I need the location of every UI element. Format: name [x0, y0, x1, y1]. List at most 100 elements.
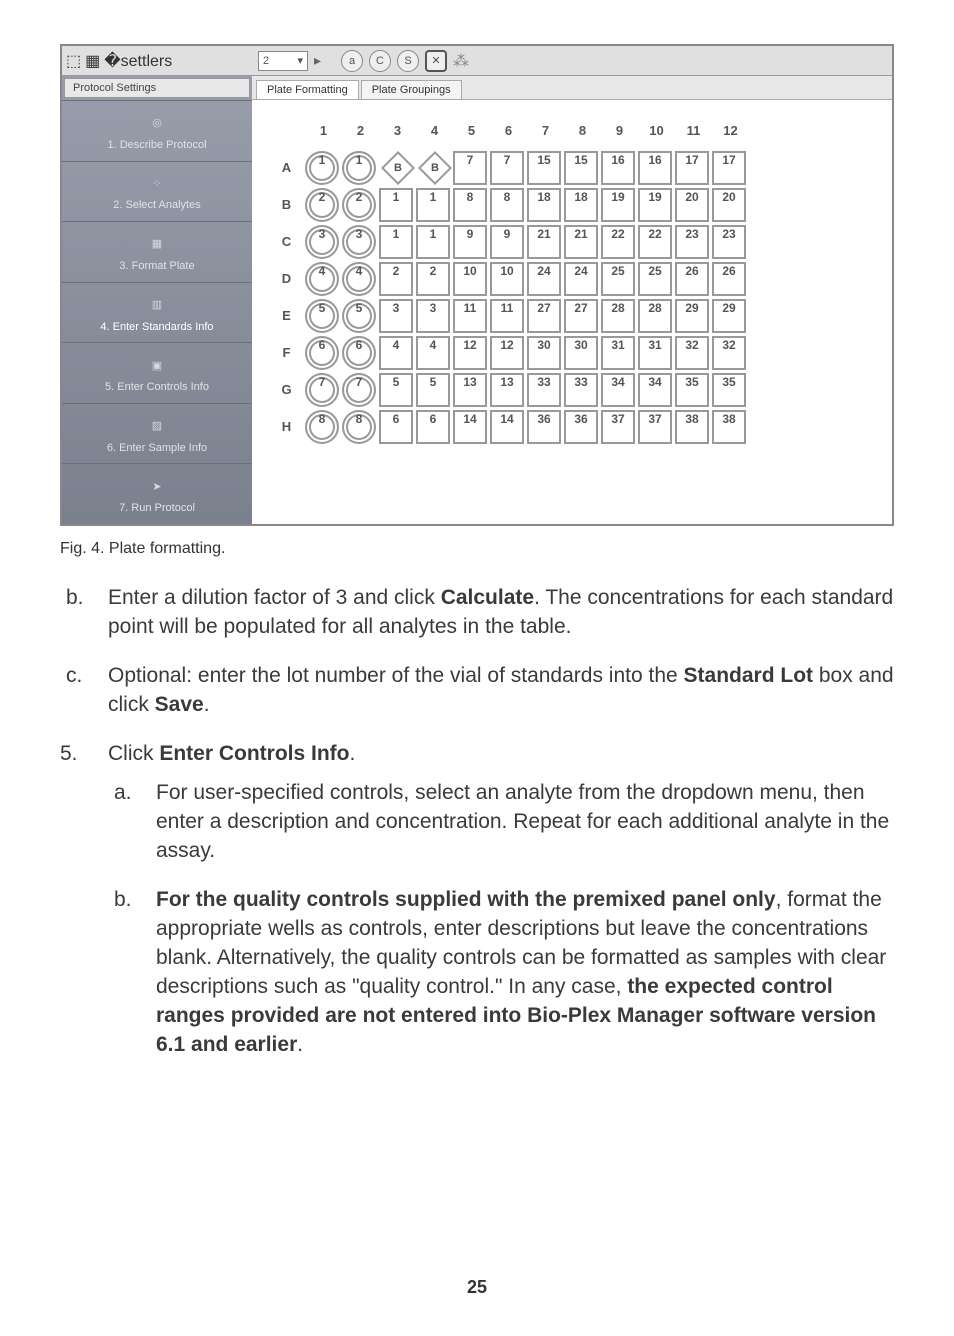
well-control[interactable]: 2	[379, 262, 413, 296]
well-standard[interactable]: 8	[305, 410, 339, 444]
well-standard[interactable]: 5	[305, 299, 339, 333]
well-sample[interactable]: 15	[564, 151, 598, 185]
wizard-step[interactable]: ▦3. Format Plate	[62, 221, 252, 282]
well-sample[interactable]: 31	[601, 336, 635, 370]
well-sample[interactable]: 12	[453, 336, 487, 370]
well-sample[interactable]: 19	[601, 188, 635, 222]
well-sample[interactable]: 36	[564, 410, 598, 444]
well-sample[interactable]: 30	[527, 336, 561, 370]
plate-tab[interactable]: Plate Formatting	[256, 80, 359, 99]
well-standard[interactable]: 8	[342, 410, 376, 444]
well-sample[interactable]: 17	[675, 151, 709, 185]
well-standard[interactable]: 5	[342, 299, 376, 333]
well-sample[interactable]: 11	[490, 299, 524, 333]
tool-icon[interactable]: ⬚	[66, 51, 81, 71]
well-sample[interactable]: 14	[490, 410, 524, 444]
well-sample[interactable]: 30	[564, 336, 598, 370]
well-sample[interactable]: 10	[453, 262, 487, 296]
well-sample[interactable]: 9	[453, 225, 487, 259]
well-standard[interactable]: 3	[342, 225, 376, 259]
well-sample[interactable]: 27	[527, 299, 561, 333]
well-standard[interactable]: 6	[342, 336, 376, 370]
well-sample[interactable]: 8	[453, 188, 487, 222]
well-sample[interactable]: 7	[453, 151, 487, 185]
well-sample[interactable]: 32	[712, 336, 746, 370]
well-standard[interactable]: 3	[305, 225, 339, 259]
well-sample[interactable]: 15	[527, 151, 561, 185]
well-sample[interactable]: 32	[675, 336, 709, 370]
well-sample[interactable]: 37	[638, 410, 672, 444]
wand-icon[interactable]: ⁂	[453, 51, 469, 71]
well-sample[interactable]: 35	[712, 373, 746, 407]
well-standard[interactable]: 4	[305, 262, 339, 296]
well-standard[interactable]: 7	[342, 373, 376, 407]
well-control[interactable]: 6	[416, 410, 450, 444]
well-control[interactable]: 4	[416, 336, 450, 370]
well-sample[interactable]: 23	[712, 225, 746, 259]
well-sample[interactable]: 16	[638, 151, 672, 185]
circle-btn-s[interactable]: S	[397, 50, 419, 72]
well-control[interactable]: 1	[416, 188, 450, 222]
well-sample[interactable]: 22	[601, 225, 635, 259]
well-sample[interactable]: 7	[490, 151, 524, 185]
well-sample[interactable]: 24	[527, 262, 561, 296]
well-sample[interactable]: 26	[675, 262, 709, 296]
well-sample[interactable]: 33	[527, 373, 561, 407]
well-sample[interactable]: 37	[601, 410, 635, 444]
well-sample[interactable]: 21	[564, 225, 598, 259]
well-sample[interactable]: 29	[675, 299, 709, 333]
well-sample[interactable]: 21	[527, 225, 561, 259]
well-sample[interactable]: 28	[638, 299, 672, 333]
well-sample[interactable]: 27	[564, 299, 598, 333]
well-sample[interactable]: 9	[490, 225, 524, 259]
well-standard[interactable]: 1	[342, 151, 376, 185]
well-sample[interactable]: 23	[675, 225, 709, 259]
well-control[interactable]: 5	[416, 373, 450, 407]
well-blank[interactable]: B	[381, 151, 415, 185]
well-sample[interactable]: 34	[601, 373, 635, 407]
wizard-step[interactable]: ◎1. Describe Protocol	[62, 100, 252, 161]
well-standard[interactable]: 2	[305, 188, 339, 222]
wizard-step[interactable]: ▥4. Enter Standards Info	[62, 282, 252, 343]
well-sample[interactable]: 35	[675, 373, 709, 407]
x-box-icon[interactable]: ✕	[425, 50, 447, 72]
well-sample[interactable]: 12	[490, 336, 524, 370]
well-standard[interactable]: 6	[305, 336, 339, 370]
well-sample[interactable]: 19	[638, 188, 672, 222]
well-sample[interactable]: 13	[453, 373, 487, 407]
plate-tab[interactable]: Plate Groupings	[361, 80, 462, 99]
well-sample[interactable]: 33	[564, 373, 598, 407]
well-sample[interactable]: 31	[638, 336, 672, 370]
well-sample[interactable]: 16	[601, 151, 635, 185]
well-sample[interactable]: 24	[564, 262, 598, 296]
well-standard[interactable]: 7	[305, 373, 339, 407]
well-sample[interactable]: 20	[675, 188, 709, 222]
zoom-field[interactable]: 2▾	[258, 51, 308, 71]
wizard-step[interactable]: ▣5. Enter Controls Info	[62, 342, 252, 403]
well-sample[interactable]: 25	[601, 262, 635, 296]
circle-btn-c[interactable]: C	[369, 50, 391, 72]
well-control[interactable]: 1	[416, 225, 450, 259]
well-control[interactable]: 2	[416, 262, 450, 296]
well-sample[interactable]: 36	[527, 410, 561, 444]
wizard-step[interactable]: ▨6. Enter Sample Info	[62, 403, 252, 464]
well-control[interactable]: 1	[379, 225, 413, 259]
well-sample[interactable]: 18	[564, 188, 598, 222]
well-control[interactable]: 4	[379, 336, 413, 370]
well-sample[interactable]: 26	[712, 262, 746, 296]
well-control[interactable]: 1	[379, 188, 413, 222]
well-sample[interactable]: 28	[601, 299, 635, 333]
well-sample[interactable]: 20	[712, 188, 746, 222]
well-blank[interactable]: B	[418, 151, 452, 185]
well-control[interactable]: 3	[416, 299, 450, 333]
well-control[interactable]: 6	[379, 410, 413, 444]
well-sample[interactable]: 17	[712, 151, 746, 185]
well-standard[interactable]: 4	[342, 262, 376, 296]
tool-icon[interactable]: ▦	[85, 51, 100, 71]
circle-btn-a[interactable]: a	[341, 50, 363, 72]
well-standard[interactable]: 2	[342, 188, 376, 222]
well-sample[interactable]: 18	[527, 188, 561, 222]
well-sample[interactable]: 13	[490, 373, 524, 407]
wizard-step[interactable]: ➤7. Run Protocol	[62, 463, 252, 524]
well-sample[interactable]: 8	[490, 188, 524, 222]
